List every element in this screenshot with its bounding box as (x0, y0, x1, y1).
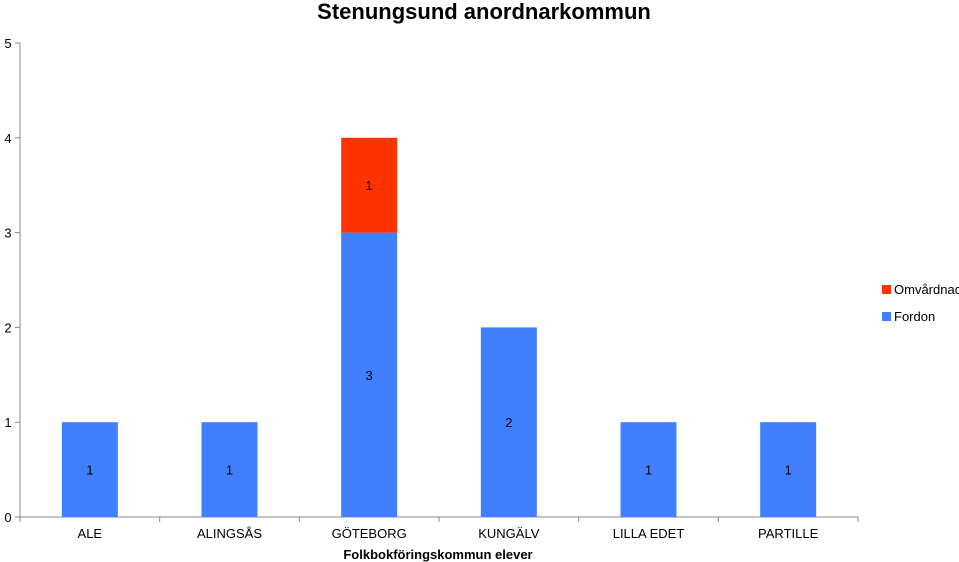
legend-label: Omvårdnad (894, 282, 959, 297)
legend-label: Fordon (894, 309, 935, 324)
data-label: 2 (505, 415, 512, 430)
x-tick-label: PARTILLE (758, 526, 819, 541)
x-tick-label: KUNGÄLV (478, 526, 539, 541)
bar (760, 422, 817, 517)
bar (341, 232, 398, 517)
bar (201, 422, 258, 517)
y-tick-label: 5 (4, 36, 11, 51)
legend: Omvårdnad Fordon (882, 282, 959, 324)
bar (61, 422, 118, 517)
y-tick-label: 4 (4, 131, 11, 146)
data-label: 1 (86, 463, 93, 478)
data-label: 1 (226, 463, 233, 478)
y-tick-label: 2 (4, 320, 11, 335)
y-tick-label: 0 (4, 510, 11, 525)
legend-swatch (882, 312, 891, 321)
x-axis: ALE ALINGSÅS GÖTEBORG KUNGÄLV LILLA EDET PART… (19, 516, 859, 541)
x-tick-label: ALE (78, 526, 103, 541)
bars (61, 137, 817, 517)
bar (341, 137, 398, 233)
y-tick-label: 1 (4, 415, 11, 430)
legend-swatch (882, 285, 891, 294)
bar (620, 422, 677, 517)
data-label: 1 (785, 463, 792, 478)
x-tick-label: ALINGSÅS (197, 526, 262, 541)
data-label: 1 (366, 178, 373, 193)
x-tick-label: LILLA EDET (613, 526, 685, 541)
data-label: 1 (645, 463, 652, 478)
x-axis-title: Folkbokföringskommun elever (343, 547, 532, 562)
y-axis: 0 1 2 3 4 5 (4, 36, 21, 525)
x-tick-label: GÖTEBORG (332, 526, 407, 541)
chart-title: Stenungsund anordnarkommun (317, 0, 651, 24)
bar (480, 327, 537, 517)
data-label: 3 (366, 368, 373, 383)
y-tick-label: 3 (4, 226, 11, 241)
data-labels: 1 1 3 1 2 1 1 (86, 178, 792, 477)
